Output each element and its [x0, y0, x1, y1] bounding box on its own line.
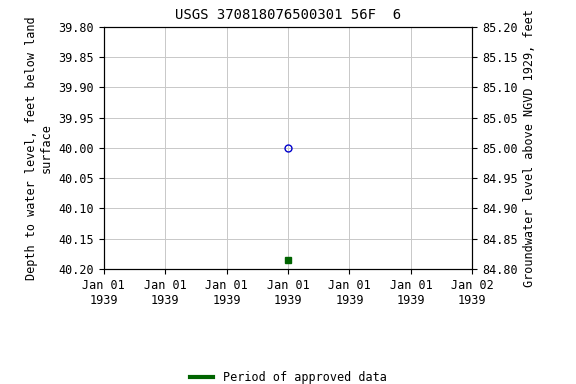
Y-axis label: Groundwater level above NGVD 1929, feet: Groundwater level above NGVD 1929, feet [523, 9, 536, 287]
Title: USGS 370818076500301 56F  6: USGS 370818076500301 56F 6 [175, 8, 401, 22]
Legend: Period of approved data: Period of approved data [185, 366, 391, 384]
Y-axis label: Depth to water level, feet below land
surface: Depth to water level, feet below land su… [25, 16, 53, 280]
